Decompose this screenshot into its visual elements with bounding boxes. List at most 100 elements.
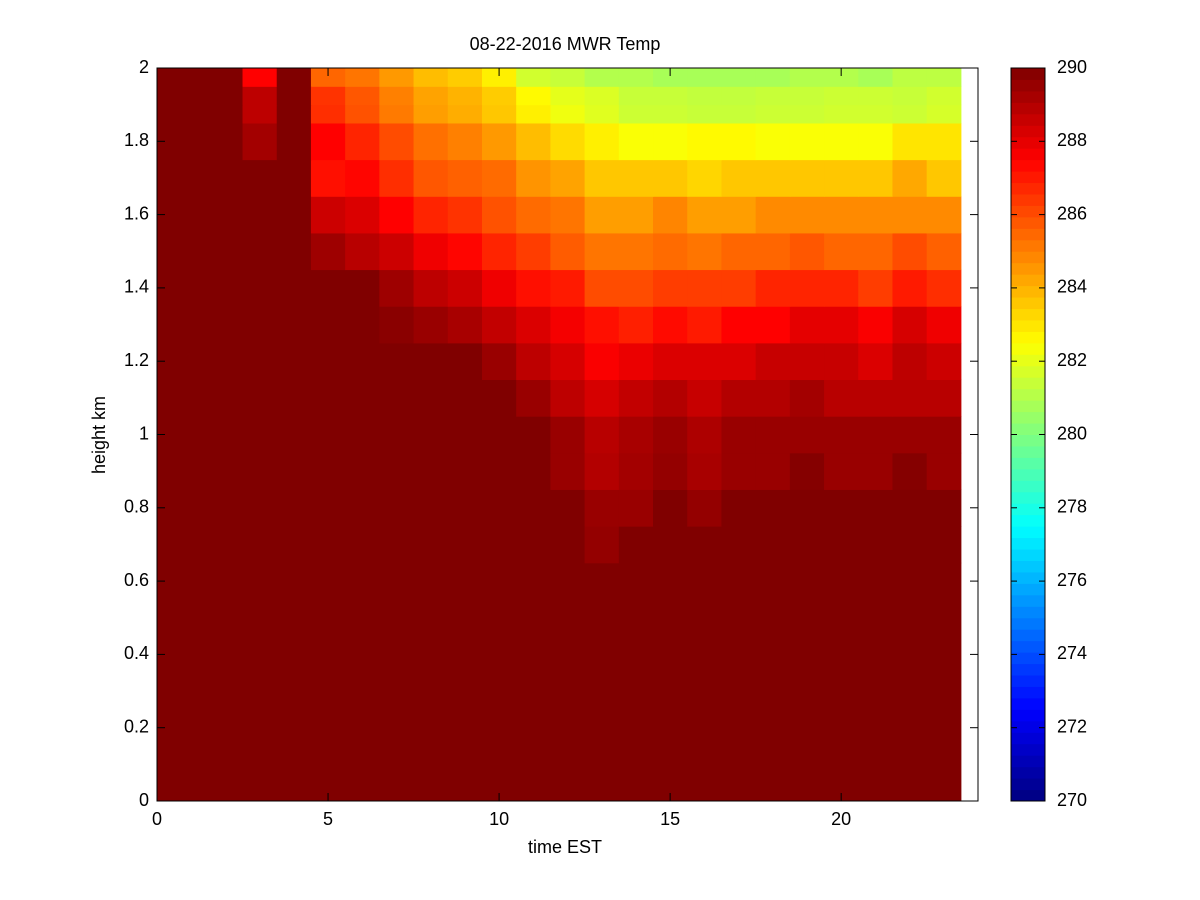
- colorbar-swatch: [1011, 228, 1045, 241]
- heatmap-cell: [379, 379, 415, 417]
- colorbar-swatch: [1011, 68, 1045, 80]
- colorbar-swatch: [1011, 193, 1045, 206]
- y-tick-label: 1.6: [124, 203, 149, 223]
- heatmap-cell: [858, 196, 893, 234]
- heatmap-cell: [413, 232, 449, 271]
- heatmap-cell: [618, 269, 654, 307]
- heatmap-cell: [824, 562, 859, 802]
- heatmap-cell: [516, 196, 551, 234]
- x-tick-label: 5: [323, 809, 333, 829]
- heatmap-cell: [242, 452, 278, 490]
- heatmap-cell: [653, 379, 688, 417]
- heatmap-cell: [824, 489, 859, 527]
- colorbar-swatch: [1011, 136, 1045, 149]
- heatmap-cell: [379, 562, 415, 802]
- heatmap-cell: [345, 526, 380, 564]
- heatmap-cell: [447, 232, 483, 271]
- heatmap-cell: [550, 68, 586, 87]
- heatmap-cell: [892, 122, 928, 161]
- heatmap-cell: [721, 416, 757, 454]
- colorbar-swatch: [1011, 789, 1045, 802]
- heatmap-cell: [789, 104, 825, 124]
- colorbar-swatch: [1011, 743, 1045, 756]
- heatmap-cell: [379, 269, 415, 307]
- heatmap-cell: [858, 269, 893, 307]
- heatmap-cell: [755, 68, 791, 87]
- heatmap-cell: [516, 68, 551, 87]
- colorbar-swatch: [1011, 686, 1045, 699]
- heatmap-cell: [447, 68, 483, 87]
- heatmap-cell: [379, 104, 415, 124]
- heatmap-cell: [345, 122, 380, 161]
- heatmap-cell: [242, 526, 278, 564]
- colorbar-swatch: [1011, 205, 1045, 218]
- colorbar-swatch: [1011, 159, 1045, 172]
- colorbar-swatch: [1011, 377, 1045, 390]
- heatmap-cell: [755, 489, 791, 527]
- heatmap-cell: [516, 452, 551, 490]
- heatmap-cell: [789, 452, 825, 490]
- heatmap-cell: [755, 526, 791, 564]
- heatmap-cell: [721, 526, 757, 564]
- heatmap-cell: [892, 86, 928, 106]
- heatmap-cell: [755, 196, 791, 234]
- heatmap-cell: [926, 159, 962, 197]
- heatmap-cell: [481, 562, 517, 802]
- heatmap-cell: [310, 269, 346, 307]
- heatmap-cell: [157, 68, 244, 87]
- colorbar-swatch: [1011, 125, 1045, 138]
- heatmap-cell: [755, 416, 791, 454]
- heatmap-cell: [721, 562, 757, 802]
- heatmap-cell: [413, 122, 449, 161]
- heatmap-cell: [824, 104, 859, 124]
- heatmap-cell: [310, 562, 346, 802]
- heatmap-cell: [379, 452, 415, 490]
- heatmap-cell: [157, 342, 244, 381]
- heatmap-cell: [789, 68, 825, 87]
- colorbar-swatch: [1011, 732, 1045, 745]
- heatmap-cell: [584, 416, 620, 454]
- heatmap-cell: [721, 68, 757, 87]
- heatmap-cell: [926, 104, 962, 124]
- heatmap-cell: [653, 452, 688, 490]
- colorbar-swatch: [1011, 709, 1045, 722]
- heatmap-cell: [276, 379, 312, 417]
- heatmap-cell: [345, 159, 380, 197]
- heatmap-cell: [687, 86, 722, 106]
- heatmap-cell: [310, 104, 346, 124]
- heatmap-cell: [447, 452, 483, 490]
- heatmap-cell: [824, 452, 859, 490]
- heatmap-cell: [789, 489, 825, 527]
- y-tick-label: 1.4: [124, 277, 149, 297]
- heatmap-cell: [379, 526, 415, 564]
- heatmap-cell: [276, 526, 312, 564]
- heatmap-cell: [481, 104, 517, 124]
- heatmap-cell: [413, 416, 449, 454]
- heatmap-cell: [858, 122, 893, 161]
- heatmap-cell: [892, 489, 928, 527]
- heatmap-cell: [345, 452, 380, 490]
- heatmap-cell: [755, 562, 791, 802]
- heatmap-cell: [584, 196, 620, 234]
- heatmap-cell: [926, 342, 962, 381]
- heatmap-cell: [276, 104, 312, 124]
- heatmap-cell: [447, 342, 483, 381]
- heatmap-cell: [157, 86, 244, 106]
- colorbar-swatch: [1011, 526, 1045, 539]
- heatmap-cell: [550, 104, 586, 124]
- colorbar-tick-label: 282: [1057, 350, 1087, 370]
- heatmap-cell: [242, 379, 278, 417]
- heatmap-cell: [618, 489, 654, 527]
- x-axis-label: time EST: [528, 837, 602, 857]
- colorbar-tick-label: 288: [1057, 130, 1087, 150]
- heatmap-cell: [481, 416, 517, 454]
- heatmap-cell: [584, 104, 620, 124]
- heatmap-cell: [481, 159, 517, 197]
- heatmap-cell: [721, 306, 757, 344]
- chart-title: 08-22-2016 MWR Temp: [470, 34, 661, 54]
- colorbar-swatch: [1011, 239, 1045, 252]
- heatmap-cell: [242, 269, 278, 307]
- heatmap-cell: [721, 122, 757, 161]
- colorbar-swatch: [1011, 90, 1045, 103]
